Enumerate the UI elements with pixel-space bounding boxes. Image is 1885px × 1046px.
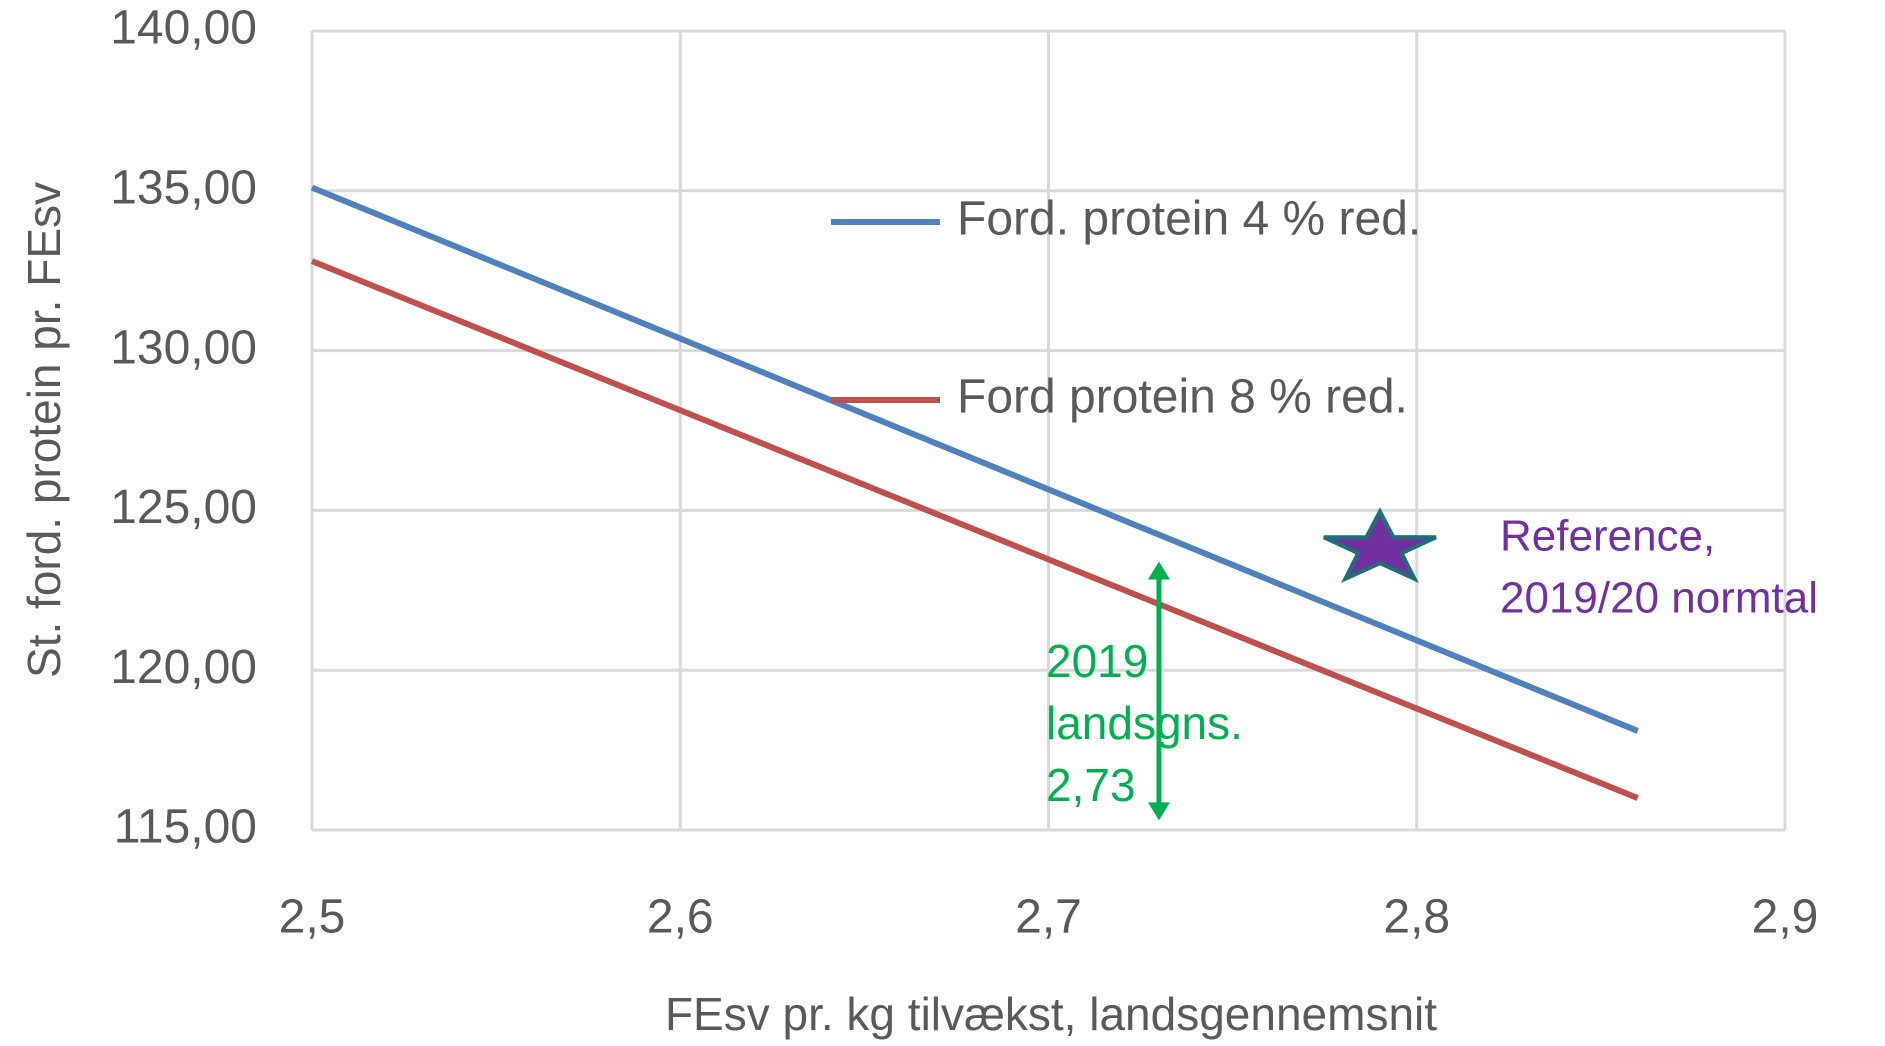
y-tick-label: 140,00 — [110, 2, 257, 55]
y-tick-label: 120,00 — [110, 641, 257, 694]
x-axis-label: FEsv pr. kg tilvækst, landsgennemsnit — [665, 988, 1437, 1040]
reference-label: Reference, — [1500, 512, 1715, 561]
y-tick-label: 125,00 — [110, 481, 257, 534]
y-tick-label: 115,00 — [114, 801, 257, 854]
y-axis-label: St. ford. protein pr. FEsv — [18, 182, 70, 678]
x-tick-label: 2,6 — [647, 891, 714, 944]
arrow-label: 2019 — [1046, 635, 1148, 687]
reference-label: 2019/20 normtal — [1500, 574, 1818, 623]
arrow-head — [1147, 561, 1170, 580]
reference-star — [1323, 507, 1437, 584]
y-tick-label: 130,00 — [110, 321, 257, 374]
x-tick-label: 2,5 — [279, 891, 346, 944]
series-line — [310, 184, 1639, 734]
series-line — [310, 258, 1639, 801]
y-tick-label: 135,00 — [110, 161, 257, 214]
arrow-label: landsgns. — [1046, 697, 1243, 749]
arrow-label: 2,73 — [1046, 759, 1136, 811]
legend-label: Ford protein 8 % red. — [957, 371, 1408, 424]
x-tick-label: 2,9 — [1752, 891, 1819, 944]
legend-label: Ford. protein 4 % red. — [957, 193, 1421, 246]
x-tick-label: 2,8 — [1383, 891, 1450, 944]
x-tick-label: 2,7 — [1015, 891, 1082, 944]
arrow-head — [1147, 802, 1170, 821]
